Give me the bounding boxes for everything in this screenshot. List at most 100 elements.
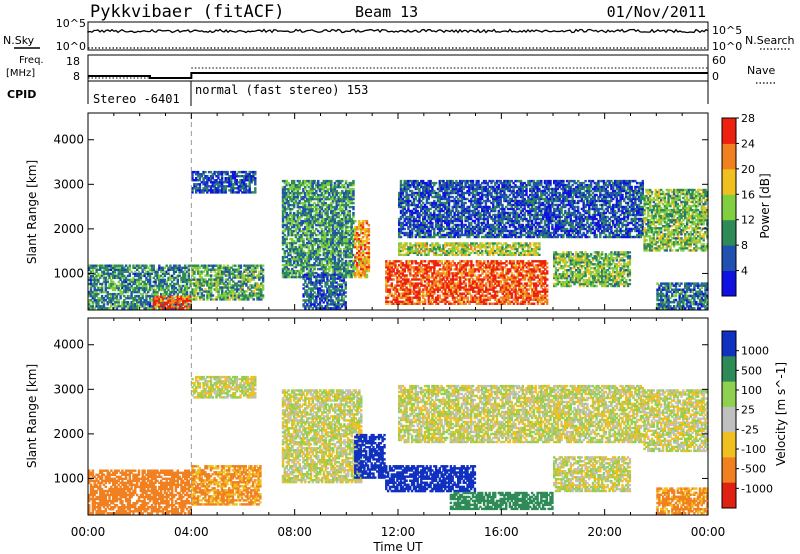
heatmap-cell [147,301,150,304]
heatmap-cell [230,290,233,293]
heatmap-cell [165,284,168,288]
heatmap-cell [224,290,228,293]
heatmap-cell [104,288,107,292]
heatmap-cell [228,276,231,279]
heatmap-cell [219,185,222,188]
heatmap-cell [217,268,220,271]
heatmap-cell [156,286,159,290]
heatmap-cell [89,307,93,310]
heatmap-cell [150,284,154,288]
heatmap-cell [244,179,248,182]
heatmap-cell [285,221,288,225]
heatmap-cell [246,173,250,176]
heatmap-cell [226,288,230,291]
heatmap-cell [160,299,163,302]
heatmap-cell [180,284,183,288]
heatmap-cell [252,294,255,297]
heatmap-cell [252,264,255,267]
heatmap-cell [252,290,255,293]
heatmap-cell [158,274,161,278]
heatmap-cell [193,294,196,297]
heatmap-cell [239,274,243,277]
heatmap-cell [178,301,181,304]
heatmap-cell [243,282,246,285]
heatmap-cell [117,264,120,267]
heatmap-cell [136,284,139,288]
heatmap-cell [281,229,285,233]
heatmap-cell [440,260,443,263]
heatmap-cell [222,298,226,301]
heatmap-cell [161,284,165,288]
heatmap-cell [206,181,209,184]
heatmap-cell [228,274,231,277]
heatmap-cell [115,305,119,308]
heatmap-cell [241,288,244,291]
heatmap-cell [113,274,117,278]
heatmap-cell [206,183,209,186]
heatmap-cell [244,175,248,178]
heatmap-cell [283,259,287,263]
heatmap-cell [230,185,233,188]
heatmap-cell [208,282,211,285]
heatmap-cell [130,305,133,308]
heatmap-cell [248,278,252,281]
heatmap-cell [220,187,224,190]
heatmap-cell [198,272,202,275]
heatmap-cell [195,264,198,267]
heatmap-cell [185,286,189,290]
heatmap-cell [143,284,146,288]
heatmap-cell [180,297,183,300]
heatmap-cell [95,284,98,288]
heatmap-cell [283,237,287,241]
heatmap-cell [128,266,131,269]
heatmap-cell [180,288,183,292]
heatmap-cell [213,298,217,301]
heatmap-cell [191,290,194,293]
heatmap-cell [222,185,226,188]
heatmap-cell [285,213,288,217]
heatmap-cell [112,292,115,296]
heatmap-cell [100,297,104,300]
heatmap-cell [143,274,146,278]
heatmap-cell [100,290,104,294]
heatmap-cell [228,272,231,275]
heatmap-cell [182,303,185,306]
heatmap-cell [230,270,233,273]
heatmap-cell [220,173,224,176]
heatmap-cell [189,282,192,286]
heatmap-cell [147,290,150,294]
heatmap-cell [462,298,466,301]
heatmap-cell [185,278,189,282]
heatmap-cell [191,278,194,281]
heatmap-cell [119,278,122,282]
heatmap-cell [287,267,290,271]
heatmap-cell [221,266,224,269]
heatmap-cell [219,272,222,275]
heatmap-cell [222,282,226,285]
heatmap-cell [211,189,214,192]
heatmap-cell [134,303,137,306]
heatmap-cell [132,303,135,306]
heatmap-cell [252,266,255,269]
heatmap-cell [202,183,205,186]
heatmap-cell [148,268,152,271]
heatmap-cell [248,189,251,192]
heatmap-cell [154,284,157,288]
heatmap-cell [113,282,117,286]
heatmap-cell [156,274,159,278]
heatmap-cell [241,185,244,188]
heatmap-cell [171,295,174,298]
heatmap-cell [115,268,119,271]
heatmap-cell [187,299,190,302]
heatmap-cell [95,292,98,296]
heatmap-cell [224,266,228,269]
heatmap-cell [134,297,137,300]
heatmap-cell [171,268,174,271]
heatmap-cell [172,286,176,290]
heatmap-cell [195,183,198,186]
heatmap-cell [200,284,204,287]
heatmap-cell [88,264,91,267]
heatmap-cell [261,296,265,299]
heatmap-cell [193,266,196,269]
heatmap-cell [195,284,198,287]
